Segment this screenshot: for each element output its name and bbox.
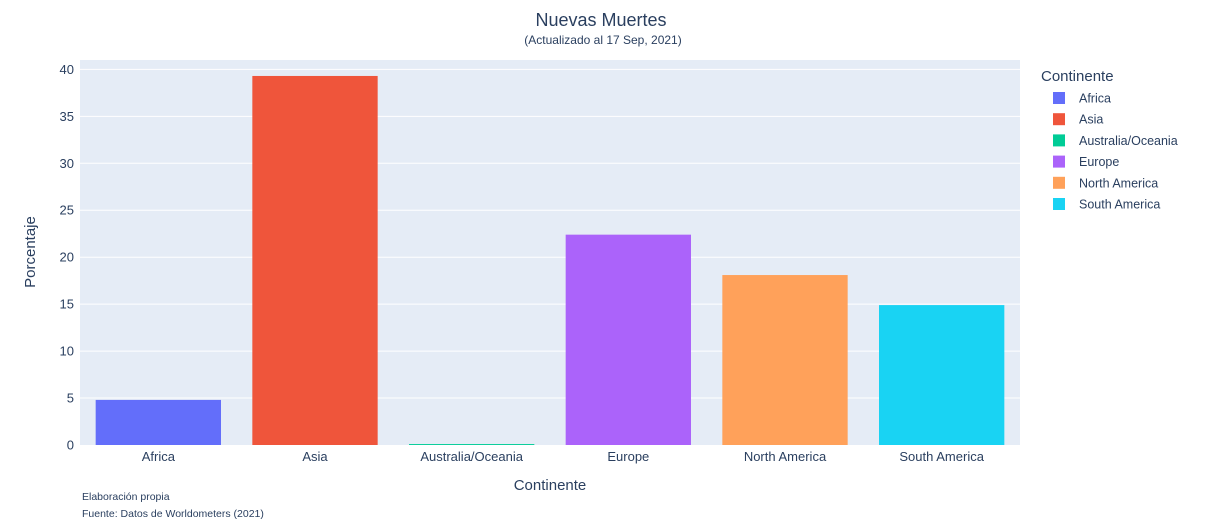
bar-north-america [722,275,848,445]
y-tick-label: 40 [60,62,74,77]
legend-entry[interactable]: Africa [1079,92,1111,106]
x-tick-label: Australia/Oceania [420,449,523,464]
plot-area [80,60,1020,445]
legend-swatch[interactable] [1053,198,1065,210]
x-axis-ticks: Africa Asia Australia/Oceania Europe North A… [142,449,985,464]
y-tick-label: 35 [60,109,74,124]
bar-africa [95,399,221,445]
bar-asia [252,75,378,446]
legend-swatch[interactable] [1053,113,1065,126]
x-tick-label: South America [899,449,984,464]
annotation-credit: Elaboración propia [82,491,170,503]
y-tick-label: 0 [67,438,74,453]
legend-entry[interactable]: Asia [1079,113,1103,127]
x-tick-label: Asia [302,449,328,464]
chart-subtitle: (Actualizado al 17 Sep, 2021) [524,33,681,47]
legend-swatch[interactable] [1053,134,1065,147]
legend-title: Continente [1041,68,1114,85]
x-tick-label: Europe [607,449,649,464]
legend-entry[interactable]: Australia/Oceania [1079,134,1178,148]
y-tick-label: 25 [60,203,74,218]
y-tick-label: 30 [60,156,74,171]
annotation-source: Fuente: Datos de Worldometers (2021) [82,508,264,520]
bars [95,75,1005,446]
bar-south-america [879,305,1005,445]
legend-entry[interactable]: North America [1079,176,1158,190]
x-axis-label: Continente [514,477,587,494]
chart-title: Nuevas Muertes [535,10,666,30]
legend-entry[interactable]: Europe [1079,155,1119,169]
y-tick-label: 15 [60,297,74,312]
legend-swatch[interactable] [1053,176,1065,189]
x-tick-label: North America [744,449,827,464]
legend-swatch[interactable] [1053,155,1065,168]
y-axis-label: Porcentaje [22,216,39,288]
legend: Continente Africa Asia Australia/Oceania Eu… [1041,68,1178,212]
bar-europe [565,234,691,445]
y-tick-label: 20 [60,250,74,265]
y-tick-label: 5 [67,391,74,406]
gridlines [80,68,1020,399]
legend-swatch[interactable] [1053,92,1065,104]
legend-entry[interactable]: South America [1079,198,1160,212]
y-tick-label: 10 [60,344,74,359]
x-tick-label: Africa [142,449,176,464]
bar-australia-oceania [409,444,535,445]
y-axis-ticks: 0 5 10 15 20 25 30 35 40 [60,62,74,453]
